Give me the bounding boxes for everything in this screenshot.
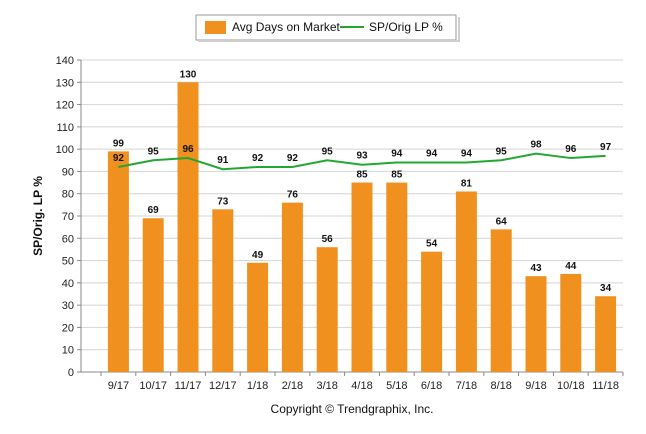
bar-value-label: 81 [461, 178, 473, 189]
bar-value-label: 69 [148, 205, 160, 216]
bar-value-label: 85 [391, 170, 403, 181]
line-value-label: 92 [252, 153, 264, 164]
line-value-label: 97 [600, 142, 612, 153]
legend: Avg Days on Market SP/Orig LP % [195, 14, 460, 42]
bar-value-label: 64 [496, 216, 508, 227]
x-tick-label: 7/18 [456, 380, 477, 392]
line-sp-orig-lp [118, 152, 606, 171]
bar-1-18 [247, 262, 269, 372]
y-tick-label: 70 [62, 211, 74, 223]
x-tick-label: 10/18 [557, 380, 585, 392]
y-tick-label: 120 [56, 100, 74, 112]
line-value-label: 91 [217, 155, 229, 166]
y-tick-label: 60 [62, 233, 74, 245]
x-tick-label: 1/18 [247, 380, 268, 392]
bar-value-label: 130 [180, 69, 197, 80]
line-series [118, 152, 606, 171]
x-tick-label: 4/18 [351, 380, 372, 392]
line-value-label: 93 [356, 151, 368, 162]
bar-3-18 [316, 247, 338, 372]
legend-shadow [458, 17, 460, 42]
bar-value-label: 34 [600, 283, 612, 294]
bars [107, 82, 617, 373]
line-value-label: 94 [461, 149, 473, 160]
line-value-label: 92 [113, 153, 125, 164]
x-tick-label: 6/18 [421, 380, 442, 392]
bar-9-18 [525, 276, 547, 372]
line-value-label: 95 [496, 146, 508, 157]
line-value-label: 96 [182, 144, 194, 155]
bar-value-label: 99 [113, 138, 125, 149]
x-tick-label: 3/18 [316, 380, 337, 392]
bar-12-17 [212, 209, 234, 372]
y-tick-label: 0 [68, 367, 74, 379]
bar-6-18 [421, 251, 443, 372]
y-tick-label: 90 [62, 166, 74, 178]
bar-5-18 [386, 182, 408, 372]
bar-9-17 [107, 151, 129, 372]
x-tick-label: 9/17 [108, 380, 129, 392]
y-tick-label: 30 [62, 300, 74, 312]
bar-value-label: 43 [530, 263, 542, 274]
copyright-text: Copyright © Trendgraphix, Inc. [271, 402, 434, 416]
y-tick-label: 50 [62, 256, 74, 268]
bar-8-18 [490, 229, 512, 372]
x-tick-label: 11/18 [592, 380, 619, 392]
legend-label-avg-days: Avg Days on Market [232, 20, 340, 34]
bar-11-17 [177, 82, 199, 373]
y-tick-label: 100 [56, 144, 74, 156]
line-value-label: 98 [530, 140, 542, 151]
line-value-label: 94 [391, 149, 403, 160]
x-tick-label: 10/17 [139, 380, 167, 392]
x-tick-label: 12/17 [209, 380, 237, 392]
x-axis-ticks: 9/17 10/17 11/17 12/17 1/18 2/18 3/18 4/18 5/18 6… [100, 372, 624, 392]
line-value-label: 96 [565, 144, 577, 155]
bar-value-label: 44 [565, 261, 577, 272]
y-tick-label: 140 [56, 55, 74, 67]
y-axis-label: SP/Orig. LP % [31, 176, 45, 256]
bar-2-18 [281, 202, 303, 372]
bar-value-label: 54 [426, 239, 438, 250]
legend-box [195, 14, 457, 41]
data-labels: 99 92 69 95 130 96 73 91 49 92 76 92 56 95 85 93 85 94 54 9… [113, 69, 612, 294]
y-axis-ticks: 0 10 20 30 40 50 60 70 80 90 100 110 120 130 140 [56, 55, 81, 379]
x-tick-label: 5/18 [386, 380, 407, 392]
x-tick-label: 9/18 [525, 380, 546, 392]
bar-value-label: 49 [252, 250, 264, 261]
legend-label-sp-orig: SP/Orig LP % [369, 20, 443, 34]
x-tick-label: 11/17 [175, 380, 202, 392]
y-tick-label: 40 [62, 278, 74, 290]
bar-10-18 [560, 273, 582, 372]
line-value-label: 95 [148, 146, 160, 157]
bar-11-18 [595, 296, 617, 372]
y-tick-label: 20 [62, 322, 74, 334]
bar-7-18 [455, 191, 477, 372]
line-value-label: 95 [322, 146, 334, 157]
legend-shadow [198, 40, 460, 42]
y-tick-label: 130 [56, 77, 74, 89]
x-tick-label: 2/18 [282, 380, 303, 392]
line-value-label: 92 [287, 153, 299, 164]
y-tick-label: 10 [62, 345, 74, 357]
x-tick-label: 8/18 [490, 380, 511, 392]
bar-4-18 [351, 182, 373, 372]
legend-swatch-avg-days [205, 21, 226, 34]
y-tick-label: 110 [56, 122, 74, 134]
bar-value-label: 76 [287, 190, 299, 201]
bar-value-label: 56 [322, 234, 334, 245]
y-tick-label: 80 [62, 189, 74, 201]
bar-10-17 [142, 218, 164, 372]
bar-value-label: 73 [217, 196, 229, 207]
bar-value-label: 85 [356, 170, 368, 181]
line-value-label: 94 [426, 149, 438, 160]
